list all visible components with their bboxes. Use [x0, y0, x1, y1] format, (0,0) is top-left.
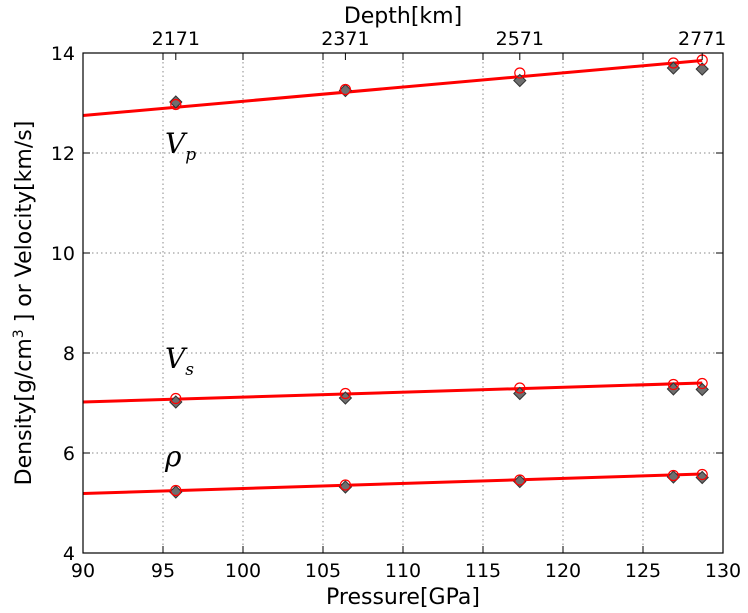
fit-line	[82, 472, 703, 495]
circle-marker	[339, 387, 351, 400]
ticks: 90 95 100 105 110 115 120 125 130 4 6 8 10 12 14 2171 23…	[51, 28, 741, 582]
x-tick-label: 120	[545, 560, 581, 582]
fit-line	[82, 59, 703, 117]
diamond-marker	[695, 470, 709, 485]
grid	[83, 53, 723, 553]
circle-marker	[667, 378, 680, 391]
series-label: ρ	[164, 440, 182, 473]
circle-marker	[696, 377, 708, 390]
circle-marker	[339, 83, 351, 96]
series-1: Vp	[82, 54, 709, 165]
x-tick-label: 115	[465, 560, 501, 582]
top-tick-label: 2171	[152, 28, 200, 50]
circle-marker	[514, 382, 526, 394]
series-label-main: V	[165, 342, 188, 375]
y-axis-title: Density[g/cm3 ] or Velocity[km/s]	[11, 121, 37, 486]
series-label-sub: s	[185, 360, 194, 380]
diamond-marker	[169, 95, 183, 109]
top-tick-label: 2571	[496, 28, 544, 50]
circle-marker	[514, 67, 526, 79]
series-label-sub: p	[185, 145, 196, 165]
x-tick-label: 95	[151, 560, 175, 582]
y-tick-label: 8	[63, 343, 75, 365]
top-tick-label: 2771	[678, 28, 726, 50]
series-2: Vs	[82, 342, 709, 409]
series-3: ρ	[82, 440, 709, 499]
y-tick-label: 14	[51, 43, 75, 65]
y-axis-title-part2: ] or Velocity[km/s]	[12, 121, 37, 330]
circle-marker	[339, 479, 351, 491]
circle-marker	[667, 469, 680, 482]
circle-marker	[696, 468, 708, 481]
series-label: Vs	[165, 342, 194, 380]
diamond-marker	[338, 480, 353, 494]
x-tick-label: 100	[225, 560, 261, 582]
x-tick-label: 90	[71, 560, 95, 582]
diamond-marker	[169, 395, 183, 409]
fit-line	[82, 381, 703, 404]
x-tick-label: 105	[305, 560, 341, 582]
circle-marker	[667, 57, 680, 69]
series-label: Vp	[165, 127, 196, 165]
diamond-marker	[695, 382, 709, 397]
x-axis-title: Pressure[GPa]	[326, 585, 480, 610]
y-axis-title-part1: Density[g/cm	[12, 338, 37, 485]
y-tick-label: 12	[51, 143, 75, 165]
circle-marker	[170, 484, 182, 497]
y-axis-title-sup: 3	[11, 329, 27, 338]
series-label-main: ρ	[164, 440, 182, 473]
series-label-main: V	[165, 127, 188, 160]
y-tick-label: 6	[63, 443, 75, 465]
circle-marker	[170, 392, 182, 405]
circle-marker	[170, 98, 182, 111]
circle-marker	[514, 474, 526, 486]
x-tick-label: 130	[705, 560, 741, 582]
diamond-marker	[695, 62, 709, 76]
x-tick-label: 110	[385, 560, 421, 582]
x-tick-label: 125	[625, 560, 661, 582]
top-tick-label: 2371	[321, 28, 369, 50]
y-tick-label: 10	[51, 243, 75, 265]
top-axis-title: Depth[km]	[344, 4, 462, 29]
y-tick-label: 4	[63, 543, 75, 565]
